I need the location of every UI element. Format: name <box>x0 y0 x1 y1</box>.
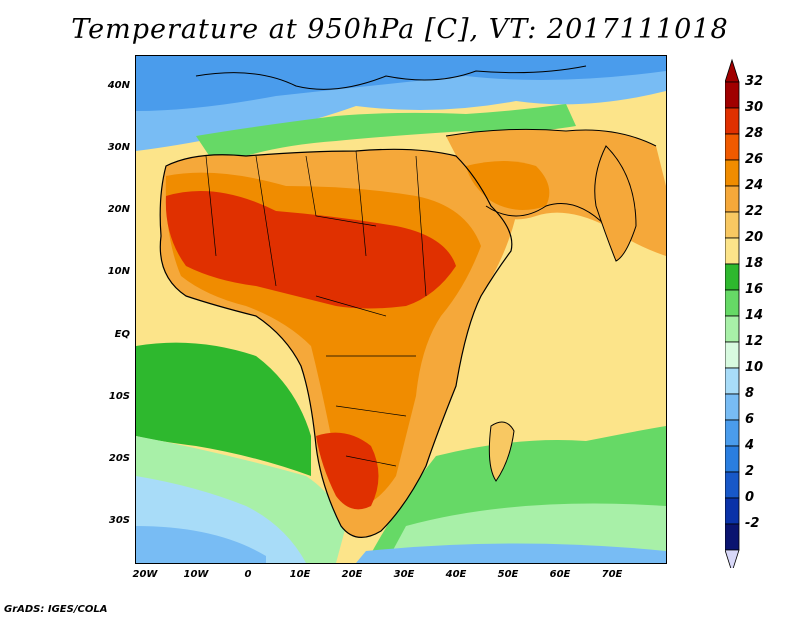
colorbar-label: 10 <box>745 360 764 375</box>
colorbar-label: 16 <box>745 282 764 297</box>
colorbar-cell <box>725 159 740 187</box>
colorbar-bottom-triangle <box>725 549 740 568</box>
colorbar-cell <box>725 237 740 265</box>
lon-label-10w: 10W <box>183 569 209 580</box>
lat-label-20n: 20N <box>107 204 130 215</box>
colorbar-label: 2 <box>745 464 755 479</box>
temperature-map <box>135 55 667 564</box>
colorbar-label: 32 <box>745 74 764 89</box>
colorbar-cell <box>725 497 740 525</box>
lat-label-30s: 30S <box>108 515 130 526</box>
colorbar-cell <box>725 263 740 291</box>
colorbar-cell <box>725 133 740 161</box>
sahel-very-hot <box>165 191 457 309</box>
colorbar-label: 18 <box>745 256 764 271</box>
africa-coastline <box>159 148 513 538</box>
colorbar <box>725 58 740 568</box>
lat-label-20s: 20S <box>108 453 130 464</box>
map-title: Temperature at 950hPa [C], VT: 201711101… <box>71 14 729 45</box>
indian-ocean-cool <box>356 543 666 563</box>
colorbar-cell <box>725 315 740 343</box>
madagascar <box>488 421 515 482</box>
colorbar-cell <box>725 211 740 239</box>
lon-label-0: 0 <box>244 569 252 580</box>
lat-label-30n: 30N <box>107 142 130 153</box>
colorbar-cell <box>725 107 740 135</box>
lat-label-40n: 40N <box>107 80 130 91</box>
colorbar-label: -2 <box>745 516 760 531</box>
colorbar-label: 8 <box>745 386 755 401</box>
colorbar-label: 22 <box>745 204 764 219</box>
credit-text: GrADS: IGES/COLA <box>4 604 108 615</box>
south-cold-zone <box>136 526 266 563</box>
colorbar-label: 0 <box>745 490 755 505</box>
colorbar-label: 14 <box>745 308 764 323</box>
india <box>594 145 637 262</box>
lon-label-60e: 60E <box>549 569 571 580</box>
lon-label-20w: 20W <box>132 569 158 580</box>
lat-label-eq: EQ <box>114 329 130 340</box>
med-green-zone <box>196 104 576 166</box>
lon-label-50e: 50E <box>497 569 519 580</box>
lon-label-20e: 20E <box>341 569 363 580</box>
eurasia-coastline <box>195 65 657 227</box>
colorbar-cell <box>725 367 740 395</box>
map-canvas <box>136 56 666 563</box>
colorbar-label: 28 <box>745 126 764 141</box>
colorbar-cell <box>725 393 740 421</box>
colorbar-label: 24 <box>745 178 764 193</box>
colorbar-cell <box>725 445 740 473</box>
lon-label-10e: 10E <box>289 569 311 580</box>
country-borders <box>205 150 427 467</box>
arabia-hot <box>466 161 550 210</box>
lon-label-70e: 70E <box>601 569 623 580</box>
north-cold-zone <box>136 56 666 111</box>
colorbar-top-triangle <box>725 58 740 83</box>
colorbar-label: 12 <box>745 334 764 349</box>
colorbar-cell <box>725 289 740 317</box>
colorbar-cell <box>725 419 740 447</box>
colorbar-cell <box>725 471 740 499</box>
lat-label-10s: 10S <box>108 391 130 402</box>
colorbar-cell <box>725 185 740 213</box>
colorbar-label: 6 <box>745 412 755 427</box>
lon-label-30e: 30E <box>393 569 415 580</box>
south-atlantic-green <box>136 342 311 476</box>
colorbar-label: 26 <box>745 152 764 167</box>
colorbar-cell <box>725 341 740 369</box>
colorbar-label: 30 <box>745 100 764 115</box>
colorbar-label: 20 <box>745 230 764 245</box>
lat-label-10n: 10N <box>107 266 130 277</box>
colorbar-cell <box>725 81 740 109</box>
lon-label-40e: 40E <box>445 569 467 580</box>
colorbar-label: 4 <box>745 438 755 453</box>
southern-africa-hot <box>316 432 379 510</box>
colorbar-cell <box>725 523 740 551</box>
